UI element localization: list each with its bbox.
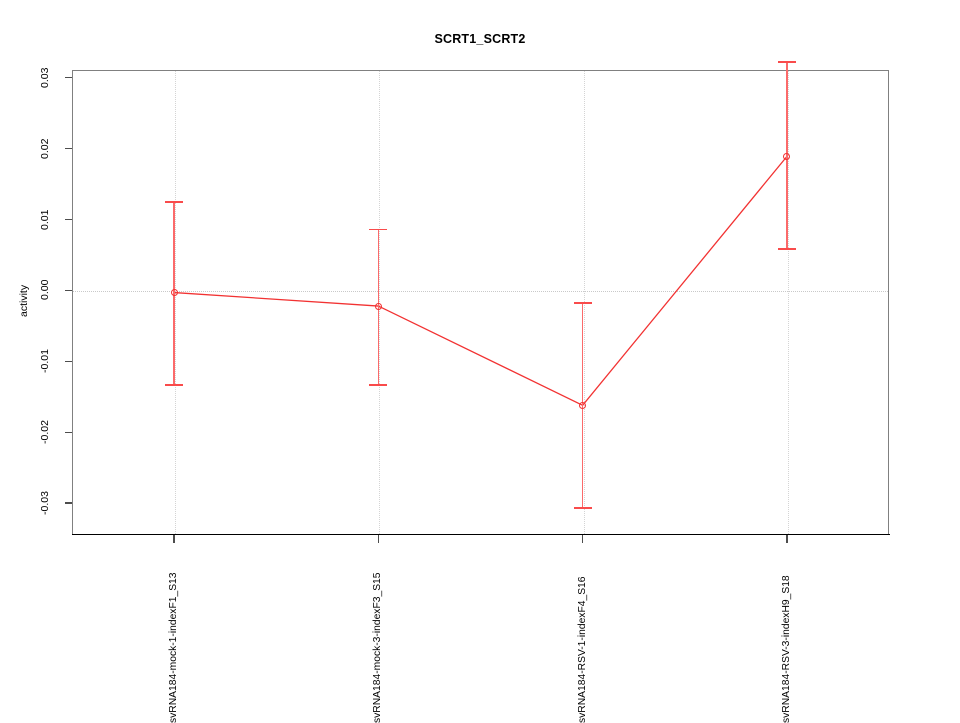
x-tick-label: svRNA184-mock-3-indexF3_S15 bbox=[372, 572, 384, 723]
error-bar-cap-lower bbox=[573, 507, 592, 509]
y-tick-mark bbox=[65, 77, 72, 79]
x-tick-mark bbox=[581, 535, 584, 543]
error-bar-cap-upper bbox=[777, 61, 796, 64]
data-point-marker bbox=[579, 401, 587, 409]
x-tick-mark bbox=[377, 535, 380, 543]
error-bar-cap-upper bbox=[165, 200, 184, 203]
error-bar-cap-lower bbox=[777, 248, 796, 251]
error-bar-cap-upper bbox=[369, 228, 388, 231]
x-tick-label: svRNA184-mock-1-indexF1_S13 bbox=[168, 572, 180, 723]
category-gridline bbox=[787, 71, 789, 534]
data-point-marker bbox=[374, 302, 382, 310]
chart-title: SCRT1_SCRT2 bbox=[434, 32, 526, 46]
category-gridline bbox=[175, 71, 177, 534]
error-bar-cap-lower bbox=[165, 383, 184, 386]
zero-gridline bbox=[73, 291, 888, 293]
x-tick-label: svRNA184-RSV-1-indexF4_S16 bbox=[576, 576, 588, 723]
y-tick-mark bbox=[65, 218, 72, 221]
x-tick-mark bbox=[173, 535, 175, 543]
y-tick-mark bbox=[65, 431, 72, 433]
y-tick-mark bbox=[65, 360, 72, 362]
y-tick-label: 0.03 bbox=[39, 67, 51, 89]
y-tick-label: -0.02 bbox=[39, 420, 51, 445]
y-tick-label: -0.03 bbox=[39, 491, 51, 516]
error-bar-cap-upper bbox=[573, 302, 592, 305]
x-tick-label: svRNA184-RSV-3-indexH9_S18 bbox=[780, 575, 792, 723]
y-axis-label: activity bbox=[18, 284, 30, 318]
data-point-marker bbox=[783, 152, 791, 160]
y-tick-label: 0.00 bbox=[39, 280, 51, 301]
x-tick-mark bbox=[786, 535, 788, 543]
y-tick-label: -0.01 bbox=[39, 349, 51, 374]
plot-area bbox=[72, 70, 889, 535]
y-tick-mark bbox=[65, 148, 72, 150]
y-tick-mark bbox=[65, 502, 72, 504]
x-axis-line bbox=[72, 534, 890, 536]
data-point-marker bbox=[170, 289, 178, 297]
error-bar-cap-lower bbox=[369, 383, 388, 386]
y-tick-label: 0.02 bbox=[39, 138, 51, 159]
y-tick-label: 0.01 bbox=[39, 209, 51, 230]
y-tick-mark bbox=[65, 289, 72, 292]
